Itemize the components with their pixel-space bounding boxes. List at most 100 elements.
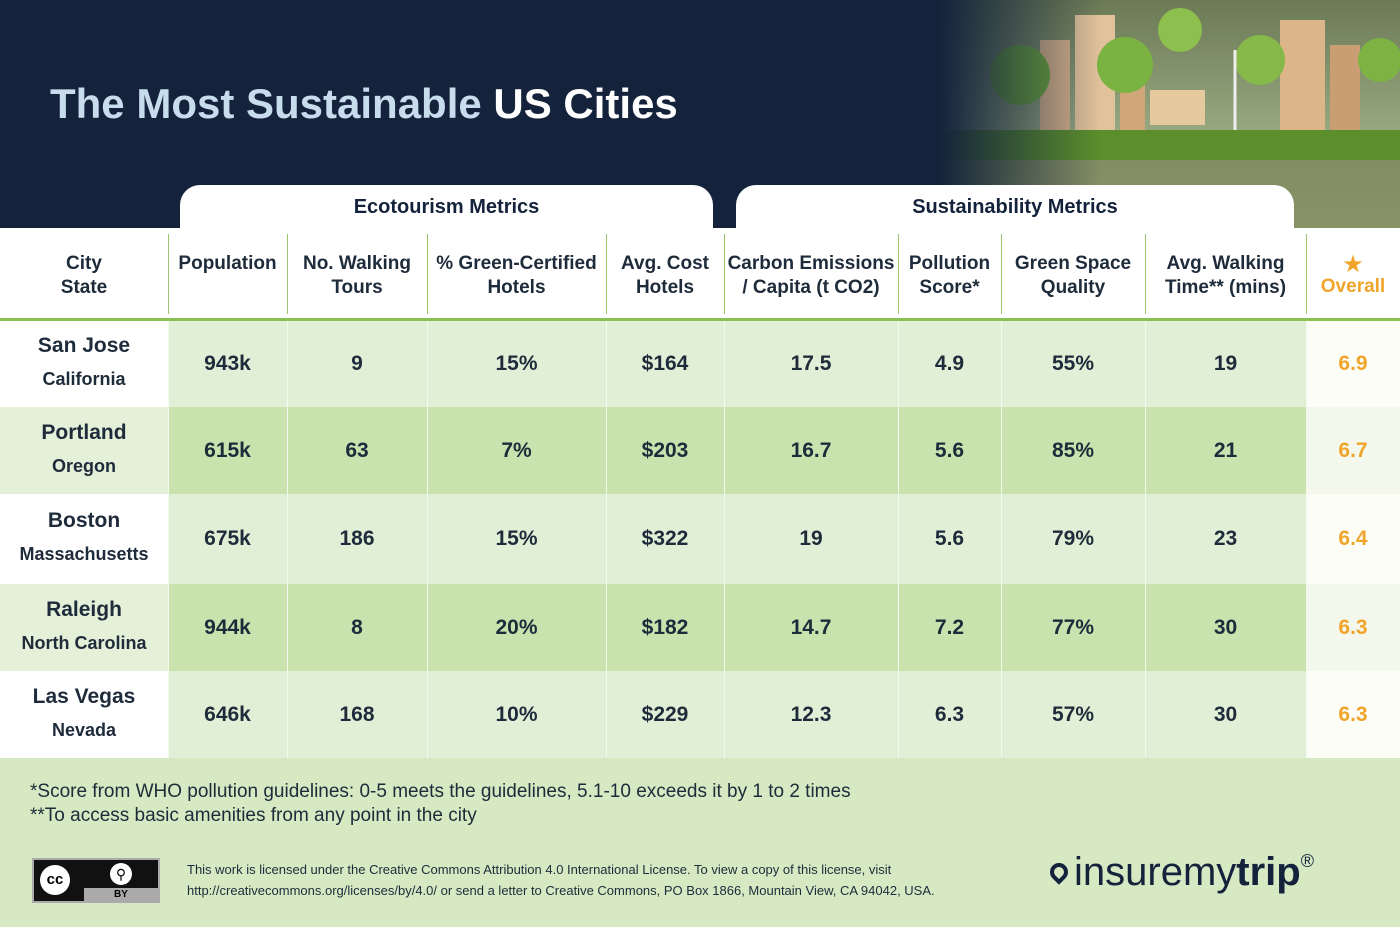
table-cell: 10%	[495, 702, 538, 726]
table-cell: 7.2	[934, 615, 965, 639]
cell-divider	[287, 321, 288, 407]
city-cell	[0, 671, 168, 758]
row-band	[168, 321, 1306, 407]
table-cell: 21	[1213, 438, 1238, 462]
table-cell: 8	[351, 615, 363, 639]
table-cell: 944k	[204, 615, 251, 639]
group-tab: Sustainability Metrics	[736, 185, 1294, 230]
cell-divider	[606, 321, 607, 407]
table-cell: 6.3	[934, 702, 965, 726]
column-header: Green Space	[1014, 253, 1132, 274]
table-cell: 7%	[501, 438, 532, 462]
overall-score: 6.9	[1338, 352, 1368, 375]
table-cell: $182	[641, 615, 689, 639]
title-light: The Most Sustainable	[50, 80, 482, 127]
cell-divider	[724, 321, 725, 407]
cell-divider	[1001, 584, 1002, 671]
table-cell: 9	[351, 352, 363, 375]
table-cell: 5.6	[934, 438, 965, 462]
cell-divider	[287, 494, 288, 584]
cell-divider	[1001, 671, 1002, 758]
state-name: Nevada	[51, 719, 117, 740]
cell-divider	[1306, 584, 1307, 671]
cell-divider	[1306, 671, 1307, 758]
cell-divider	[168, 407, 169, 494]
cell-divider	[287, 407, 288, 494]
table-cell: 55%	[1051, 352, 1095, 375]
table-cell: 19	[799, 527, 823, 550]
column-header: State	[60, 277, 108, 298]
logo-light: insuremy	[1074, 850, 1237, 894]
state-name: California	[42, 369, 126, 389]
cell-divider	[1306, 407, 1307, 494]
column-divider	[1001, 234, 1002, 314]
star-icon: ★	[1342, 251, 1364, 278]
cell-divider	[287, 671, 288, 758]
column-header: Quality	[1040, 277, 1106, 298]
cell-divider	[1145, 407, 1146, 494]
license-text: http://creativecommons.org/licenses/by/4…	[187, 883, 935, 898]
column-header: Hotels	[635, 277, 695, 298]
header-row	[0, 228, 1400, 319]
row-band	[168, 584, 1306, 671]
table-cell: 4.9	[934, 352, 965, 375]
cell-divider	[1001, 321, 1002, 407]
footnote: *Score from WHO pollution guidelines: 0-…	[30, 781, 851, 802]
city-cell	[0, 494, 168, 584]
cell-divider	[168, 671, 169, 758]
footer	[0, 758, 1400, 927]
logo-bold: trip	[1236, 850, 1301, 894]
cell-divider	[724, 407, 725, 494]
pin-icon	[1046, 859, 1072, 885]
column-divider	[427, 234, 428, 314]
table-cell: 30	[1213, 615, 1238, 639]
table-cell: 186	[339, 527, 375, 550]
city-cell	[0, 584, 168, 671]
cell-divider	[168, 584, 169, 671]
cc-mark: cc	[40, 865, 70, 895]
logo-mark: ®	[1300, 851, 1314, 871]
table-cell: 77%	[1051, 615, 1095, 639]
cell-divider	[1001, 407, 1002, 494]
license-text: This work is licensed under the Creative…	[187, 862, 892, 877]
column-header: Avg. Cost	[621, 253, 709, 274]
table-cell: 23	[1213, 527, 1238, 550]
column-header: Time** (mins)	[1164, 277, 1287, 298]
cell-divider	[1306, 321, 1307, 407]
table-cell: 79%	[1051, 527, 1095, 550]
column-header: No. Walking	[302, 253, 412, 274]
city-name: Raleigh	[46, 597, 122, 621]
cell-divider	[1145, 494, 1146, 584]
cell-divider	[724, 584, 725, 671]
state-name: Massachusetts	[19, 544, 149, 564]
overall-cell	[1306, 407, 1400, 494]
overall-cell	[1306, 494, 1400, 584]
column-header: Overall	[1320, 276, 1386, 297]
table-cell: 17.5	[790, 352, 832, 375]
table-cell: 675k	[204, 527, 251, 550]
table-cell: 15%	[495, 527, 538, 550]
state-name: North Carolina	[21, 632, 147, 653]
cell-divider	[898, 321, 899, 407]
cell-divider	[1145, 671, 1146, 758]
cell-divider	[1145, 584, 1146, 671]
header-rule	[0, 318, 1400, 321]
column-header: Pollution	[908, 253, 991, 274]
cell-divider	[898, 584, 899, 671]
cell-divider	[427, 407, 428, 494]
cell-divider	[724, 671, 725, 758]
table-cell: $322	[641, 527, 689, 550]
column-header: Carbon Emissions	[727, 253, 895, 274]
table-cell: $203	[641, 438, 689, 462]
table-cell: 5.6	[934, 527, 965, 550]
cell-divider	[724, 494, 725, 584]
overall-score: 6.7	[1338, 438, 1368, 462]
table-cell: 14.7	[790, 615, 832, 639]
table-cell: 57%	[1051, 702, 1095, 726]
title-bold: US Cities	[493, 80, 678, 127]
state-name: Oregon	[51, 455, 116, 476]
table-cell: $164	[641, 352, 689, 375]
table-cell: 615k	[204, 438, 251, 462]
city-name: San Jose	[37, 334, 131, 357]
city-name: Portland	[41, 420, 127, 444]
